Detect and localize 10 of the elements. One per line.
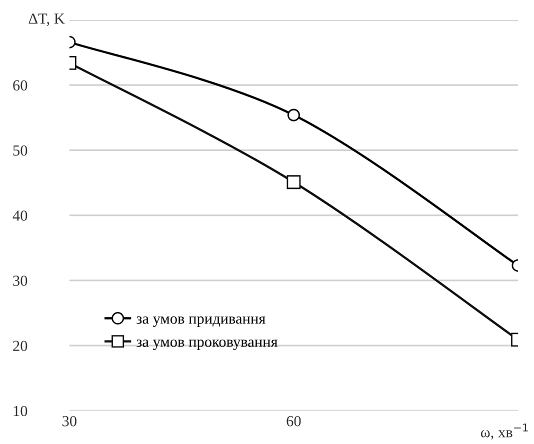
y-tick-label: 60: [13, 80, 28, 91]
y-axis-title: ΔT, K: [28, 14, 65, 26]
y-tick-label: 50: [13, 145, 28, 156]
y-tick-label: 20: [13, 340, 28, 352]
y-tick-label: 40: [12, 210, 28, 221]
legend-label: за умов проковування: [136, 340, 278, 350]
legend-label: за умов придивання: [136, 316, 266, 327]
x-axis-title: ω, хв$^{−1}$: [480, 424, 528, 440]
y-tick-label: 30: [13, 276, 28, 286]
y-tick-label: 10: [14, 406, 28, 416]
